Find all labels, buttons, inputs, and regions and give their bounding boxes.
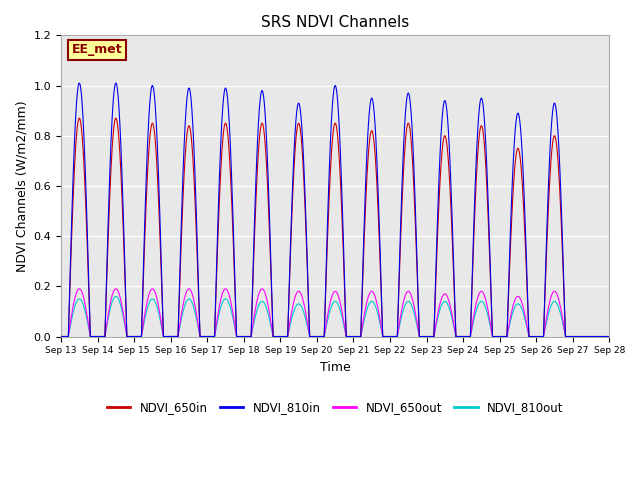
Title: SRS NDVI Channels: SRS NDVI Channels	[261, 15, 410, 30]
X-axis label: Time: Time	[320, 361, 351, 374]
Text: EE_met: EE_met	[72, 43, 123, 57]
Y-axis label: NDVI Channels (W/m2/mm): NDVI Channels (W/m2/mm)	[15, 100, 28, 272]
Legend: NDVI_650in, NDVI_810in, NDVI_650out, NDVI_810out: NDVI_650in, NDVI_810in, NDVI_650out, NDV…	[102, 396, 568, 419]
